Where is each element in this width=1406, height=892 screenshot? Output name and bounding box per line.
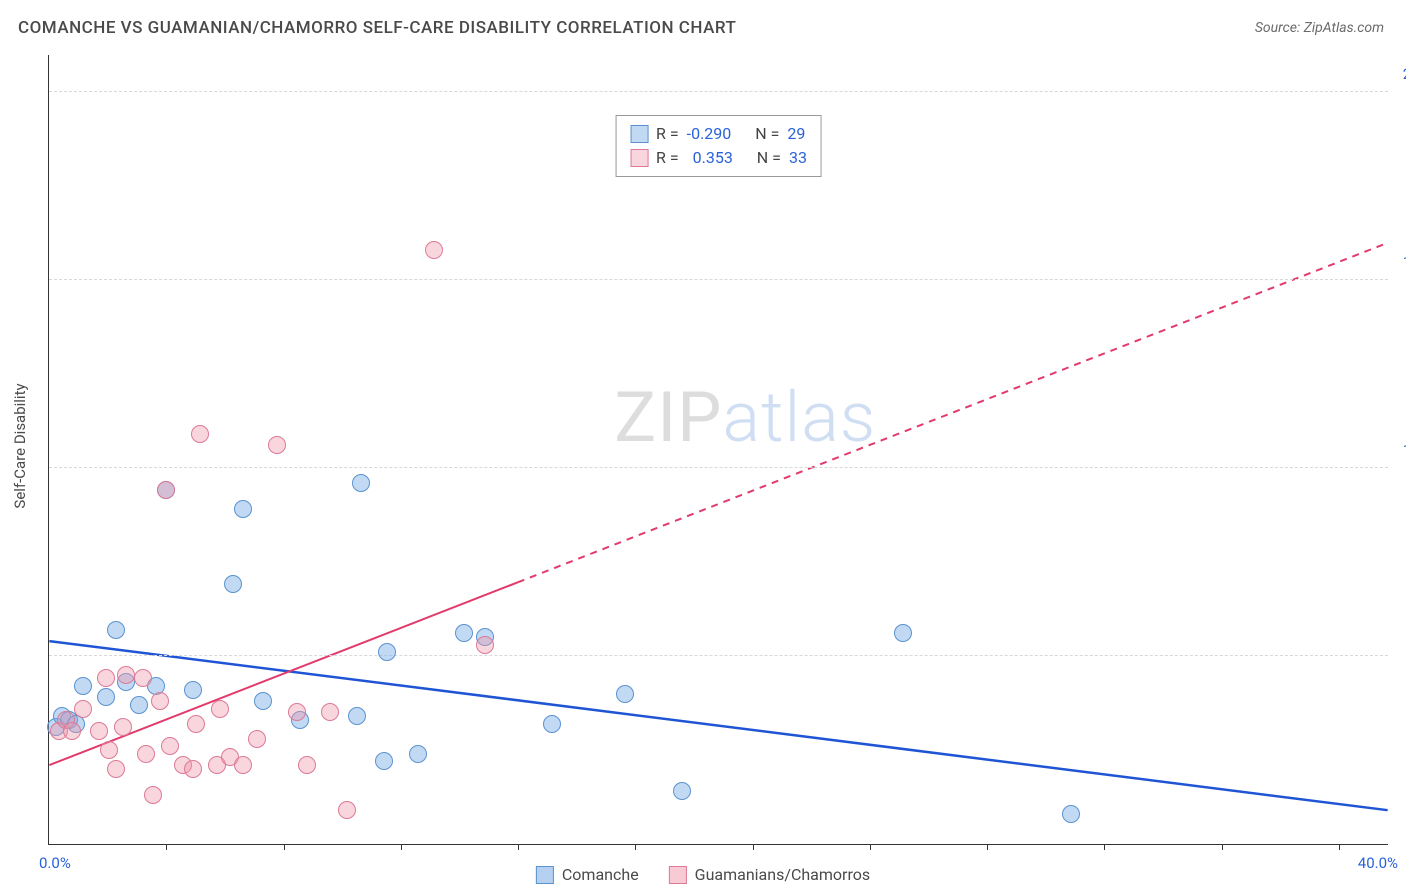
- n-label: N =: [757, 146, 781, 170]
- gridline: [49, 655, 1388, 656]
- data-point-comanche: [97, 688, 115, 706]
- x-tick: [1104, 844, 1105, 850]
- source-attribution: Source: ZipAtlas.com: [1255, 20, 1384, 36]
- data-point-comanche: [378, 643, 396, 661]
- swatch-guamanians: [630, 149, 648, 167]
- data-point-comanche: [894, 624, 912, 642]
- data-point-guamanians: [191, 425, 209, 443]
- data-point-guamanians: [184, 760, 202, 778]
- data-point-guamanians: [288, 703, 306, 721]
- data-point-comanche: [1062, 805, 1080, 823]
- data-point-comanche: [455, 624, 473, 642]
- x-tick: [284, 844, 285, 850]
- x-tick: [870, 844, 871, 850]
- data-point-guamanians: [137, 745, 155, 763]
- x-tick: [401, 844, 402, 850]
- legend-label-guamanians: Guamanians/Chamorros: [695, 865, 870, 884]
- series-legend: Comanche Guamanians/Chamorros: [536, 865, 870, 884]
- data-point-comanche: [409, 745, 427, 763]
- trendline-dashed-guamanians: [518, 243, 1388, 582]
- x-tick: [1339, 844, 1340, 850]
- data-point-comanche: [543, 715, 561, 733]
- data-point-guamanians: [114, 718, 132, 736]
- data-point-guamanians: [157, 481, 175, 499]
- x-tick: [635, 844, 636, 850]
- data-point-guamanians: [63, 722, 81, 740]
- gridline: [49, 467, 1388, 468]
- data-point-guamanians: [268, 436, 286, 454]
- r-value-comanche: -0.290: [687, 122, 732, 146]
- legend-item-guamanians: Guamanians/Chamorros: [669, 865, 870, 884]
- r-value-guamanians: 0.353: [693, 146, 733, 170]
- data-point-guamanians: [161, 737, 179, 755]
- stats-row-comanche: R = -0.290 N = 29: [630, 122, 807, 146]
- stats-legend: R = -0.290 N = 29 R = 0.353 N = 33: [615, 115, 822, 177]
- data-point-comanche: [130, 696, 148, 714]
- legend-label-comanche: Comanche: [562, 865, 639, 884]
- data-point-comanche: [184, 681, 202, 699]
- swatch-comanche: [630, 125, 648, 143]
- data-point-guamanians: [151, 692, 169, 710]
- data-point-guamanians: [117, 666, 135, 684]
- x-tick: [518, 844, 519, 850]
- data-point-guamanians: [425, 241, 443, 259]
- n-value-guamanians: 33: [789, 146, 807, 170]
- data-point-comanche: [254, 692, 272, 710]
- data-point-guamanians: [211, 700, 229, 718]
- stats-row-guamanians: R = 0.353 N = 33: [630, 146, 807, 170]
- data-point-guamanians: [90, 722, 108, 740]
- x-tick: [987, 844, 988, 850]
- data-point-guamanians: [107, 760, 125, 778]
- data-point-guamanians: [144, 786, 162, 804]
- data-point-comanche: [616, 685, 634, 703]
- trendline-comanche: [49, 641, 1387, 810]
- n-label: N =: [755, 122, 779, 146]
- data-point-guamanians: [321, 703, 339, 721]
- r-label: R =: [656, 122, 679, 146]
- data-point-comanche: [352, 474, 370, 492]
- x-tick: [166, 844, 167, 850]
- gridline: [49, 279, 1388, 280]
- data-point-comanche: [74, 677, 92, 695]
- data-point-guamanians: [248, 730, 266, 748]
- data-point-comanche: [348, 707, 366, 725]
- x-axis-min-label: 0.0%: [39, 854, 71, 872]
- correlation-chart: COMANCHE VS GUAMANIAN/CHAMORRO SELF-CARE…: [0, 0, 1406, 892]
- data-point-guamanians: [338, 801, 356, 819]
- data-point-guamanians: [74, 700, 92, 718]
- x-tick: [1222, 844, 1223, 850]
- data-point-guamanians: [298, 756, 316, 774]
- legend-item-comanche: Comanche: [536, 865, 639, 884]
- plot-area: ZIPatlas R = -0.290 N = 29 R = 0.353 N =…: [48, 55, 1388, 845]
- data-point-guamanians: [476, 636, 494, 654]
- gridline: [49, 91, 1388, 92]
- data-point-comanche: [224, 575, 242, 593]
- data-point-guamanians: [187, 715, 205, 733]
- legend-swatch-guamanians: [669, 866, 687, 884]
- data-point-comanche: [673, 782, 691, 800]
- r-label: R =: [656, 146, 679, 170]
- legend-swatch-comanche: [536, 866, 554, 884]
- data-point-comanche: [107, 621, 125, 639]
- data-point-guamanians: [100, 741, 118, 759]
- n-value-comanche: 29: [787, 122, 805, 146]
- chart-title: COMANCHE VS GUAMANIAN/CHAMORRO SELF-CARE…: [18, 18, 736, 38]
- data-point-guamanians: [97, 669, 115, 687]
- data-point-guamanians: [134, 669, 152, 687]
- data-point-guamanians: [234, 756, 252, 774]
- x-axis-max-label: 40.0%: [1358, 854, 1398, 872]
- y-axis-title: Self-Care Disability: [11, 383, 29, 508]
- data-point-comanche: [234, 500, 252, 518]
- x-tick: [753, 844, 754, 850]
- data-point-comanche: [375, 752, 393, 770]
